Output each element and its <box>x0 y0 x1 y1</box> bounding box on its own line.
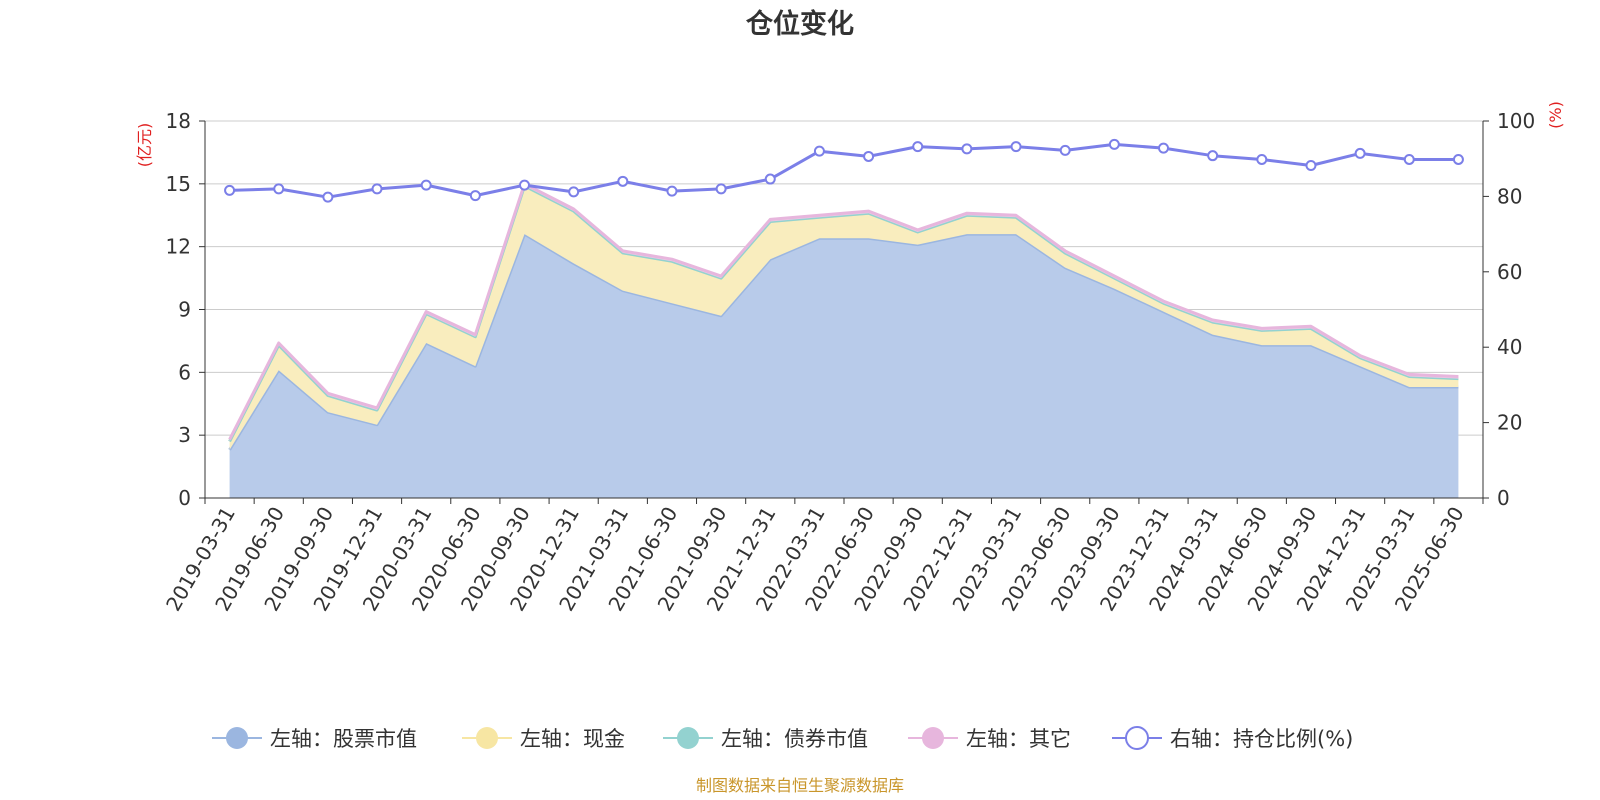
ratio-point <box>912 141 924 153</box>
ratio-point <box>961 143 973 155</box>
right-tick-label: 20 <box>1497 411 1522 435</box>
ratio-point <box>1010 141 1022 153</box>
ratio-point <box>568 186 580 198</box>
left-tick-label: 18 <box>166 109 191 133</box>
legend-label: 左轴：债券市值 <box>721 727 868 751</box>
right-axis-unit: (%) <box>1546 101 1565 129</box>
left-tick-label: 3 <box>178 423 191 447</box>
legend-label: 右轴：持仓比例(%) <box>1170 727 1353 751</box>
chart-title: 仓位变化 <box>745 8 854 40</box>
source-note: 制图数据来自恒生聚源数据库 <box>696 776 904 795</box>
ratio-point <box>666 185 678 197</box>
ratio-point <box>813 145 825 157</box>
right-tick-label: 60 <box>1497 260 1522 284</box>
legend-label: 左轴：股票市值 <box>270 727 417 751</box>
left-tick-label: 12 <box>166 235 191 259</box>
left-axis-unit: (亿元) <box>135 123 154 168</box>
ratio-point <box>1403 153 1415 165</box>
stacked-areas <box>228 182 1459 498</box>
ratio-point <box>1305 159 1317 171</box>
left-tick-label: 6 <box>178 360 191 384</box>
ratio-point <box>469 190 481 202</box>
ratio-line-path <box>229 142 1459 199</box>
legend: 左轴：股票市值 左轴：现金 左轴：债券市值 左轴：其它 右轴：持仓比例(%) <box>212 726 1353 751</box>
legend-label: 左轴：现金 <box>520 727 625 751</box>
right-tick-label: 100 <box>1497 109 1535 133</box>
legend-label: 左轴：其它 <box>966 727 1071 751</box>
ratio-point <box>519 179 530 191</box>
left-tick-label: 0 <box>178 486 191 510</box>
ratio-point <box>1158 142 1169 154</box>
legend-marker <box>677 727 699 749</box>
ratio-point <box>1108 138 1120 150</box>
right-tick-label: 80 <box>1497 184 1522 208</box>
ratio-point <box>1452 153 1464 165</box>
area-左轴：股票市值 <box>229 234 1459 498</box>
ratio-point <box>371 183 383 195</box>
ratio-point <box>420 179 432 191</box>
legend-marker <box>226 727 248 749</box>
area-edge-左轴：其它 <box>228 182 1459 441</box>
ratio-point <box>322 191 334 203</box>
legend-marker <box>476 727 498 749</box>
right-tick-label: 40 <box>1497 335 1522 359</box>
ratio-point <box>1354 147 1366 159</box>
left-tick-label: 15 <box>166 172 191 196</box>
right-tick-label: 0 <box>1497 486 1510 510</box>
ratio-line <box>224 138 1464 203</box>
ratio-point <box>617 175 629 187</box>
legend-marker <box>922 727 944 749</box>
ratio-point <box>1207 150 1219 162</box>
ratio-point <box>224 184 236 196</box>
ratio-point <box>273 183 285 195</box>
left-tick-label: 9 <box>178 298 191 322</box>
ratio-point <box>863 150 875 162</box>
ratio-point <box>1256 153 1268 165</box>
ratio-point <box>764 173 776 185</box>
ratio-point <box>1059 144 1071 156</box>
ratio-point <box>715 183 727 195</box>
legend-marker <box>1125 726 1149 750</box>
